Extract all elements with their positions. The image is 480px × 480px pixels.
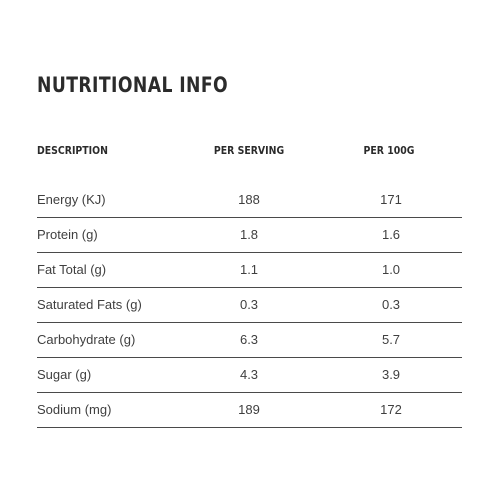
- row-per-serving: 189: [238, 402, 260, 417]
- column-header-per-100g: PER 100G: [363, 144, 415, 157]
- table-row: Sugar (g) 4.3 3.9: [37, 358, 462, 393]
- row-per-100g: 3.9: [381, 367, 401, 382]
- table-row: Saturated Fats (g) 0.3 0.3: [37, 288, 462, 323]
- row-per-100g: 0.3: [381, 297, 401, 312]
- row-per-serving: 0.3: [239, 297, 259, 312]
- table-row: Protein (g) 1.8 1.6: [37, 218, 462, 253]
- column-header-per-serving: PER SERVING: [213, 144, 285, 157]
- row-per-serving: 1.8: [239, 227, 259, 242]
- page-title: NUTRITIONAL INFO: [37, 73, 229, 97]
- row-per-serving: 4.3: [239, 367, 259, 382]
- row-description: Fat Total (g): [37, 262, 107, 277]
- table-row: Energy (KJ) 188 171: [37, 183, 462, 218]
- nutrition-table: Energy (KJ) 188 171 Protein (g) 1.8 1.6 …: [37, 183, 462, 428]
- row-description: Energy (KJ): [37, 192, 106, 207]
- table-row: Fat Total (g) 1.1 1.0: [37, 253, 462, 288]
- table-row: Carbohydrate (g) 6.3 5.7: [37, 323, 462, 358]
- row-description: Protein (g): [37, 227, 98, 242]
- row-per-100g: 172: [380, 402, 402, 417]
- row-per-serving: 1.1: [239, 262, 259, 277]
- row-per-100g: 5.7: [381, 332, 401, 347]
- row-per-100g: 1.6: [381, 227, 401, 242]
- row-per-serving: 6.3: [239, 332, 259, 347]
- row-description: Carbohydrate (g): [37, 332, 136, 347]
- row-per-100g: 171: [380, 192, 402, 207]
- row-description: Sugar (g): [37, 367, 92, 382]
- table-row: Sodium (mg) 189 172: [37, 393, 462, 428]
- row-per-serving: 188: [238, 192, 260, 207]
- row-description: Sodium (mg): [37, 402, 112, 417]
- row-description: Saturated Fats (g): [37, 297, 142, 312]
- row-per-100g: 1.0: [381, 262, 401, 277]
- column-header-description: DESCRIPTION: [37, 144, 108, 157]
